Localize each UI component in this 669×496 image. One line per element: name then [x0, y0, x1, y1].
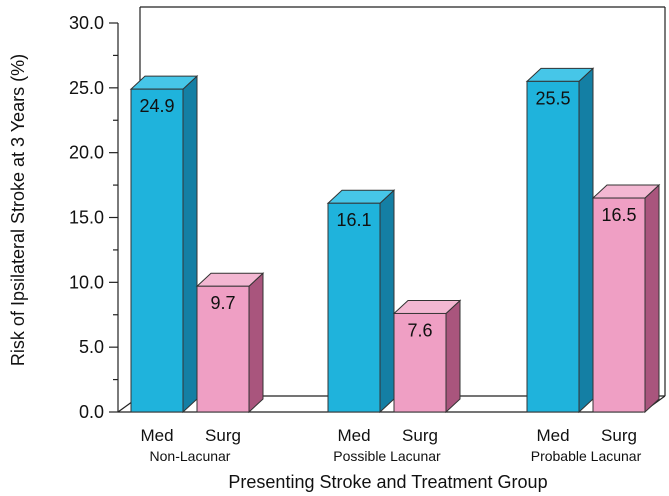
bar-front-possible-lacunar-med — [327, 202, 381, 413]
bar-value-label: 16.5 — [601, 205, 636, 225]
bars: 24.9 9.7 16.1 7.6 25.5 16.5 — [129, 67, 661, 414]
x-axis-title: Presenting Stroke and Treatment Group — [228, 472, 547, 492]
bar-value-label: 24.9 — [139, 96, 174, 116]
y-axis-title: Risk of Ipsilateral Stroke at 3 Years (%… — [8, 54, 28, 366]
y-tick-label: 30.0 — [69, 13, 104, 33]
x-tick-label: Med — [337, 426, 370, 445]
bar-possible-lacunar-med: 16.1 — [326, 189, 396, 414]
bar-front-probable-lacunar-med — [526, 80, 580, 413]
y-tick-label: 25.0 — [69, 78, 104, 98]
bar-value-label: 16.1 — [336, 210, 371, 230]
x-tick-label: Surg — [205, 426, 241, 445]
bar-front-probable-lacunar-surg — [592, 197, 646, 413]
x-tick-label: Med — [536, 426, 569, 445]
bar-value-label: 9.7 — [210, 293, 235, 313]
y-tick-label: 20.0 — [69, 143, 104, 163]
x-tick-label: Med — [140, 426, 173, 445]
y-tick-label: 15.0 — [69, 208, 104, 228]
x-axis: Med Surg Non-Lacunar Med Surg Possible Lacuna… — [140, 426, 641, 464]
x-group-label: Possible Lacunar — [333, 448, 441, 464]
y-tick-label: 0.0 — [79, 402, 104, 422]
bar-side-possible-lacunar-surg — [445, 299, 461, 414]
x-tick-label: Surg — [402, 426, 438, 445]
bar-front-possible-lacunar-surg — [393, 312, 447, 413]
x-group-label: Probable Lacunar — [531, 448, 642, 464]
bar-probable-lacunar-med: 25.5 — [525, 67, 595, 414]
bar-side-probable-lacunar-surg — [644, 183, 660, 414]
x-group-label: Non-Lacunar — [150, 448, 231, 464]
bar-side-probable-lacunar-med — [578, 67, 594, 414]
bar-non-lacunar-med: 24.9 — [129, 74, 199, 414]
bar-side-non-lacunar-surg — [248, 272, 264, 414]
bar-probable-lacunar-surg: 16.5 — [591, 183, 661, 414]
bar-possible-lacunar-surg: 7.6 — [392, 299, 462, 414]
bar-side-non-lacunar-med — [182, 74, 198, 414]
x-tick-label: Surg — [601, 426, 637, 445]
y-tick-label: 5.0 — [79, 337, 104, 357]
bar-value-label: 25.5 — [535, 88, 570, 108]
bar-front-non-lacunar-med — [130, 88, 184, 413]
y-tick-label: 10.0 — [69, 272, 104, 292]
bar-non-lacunar-surg: 9.7 — [195, 272, 265, 414]
bar-side-possible-lacunar-med — [379, 189, 395, 414]
bar-front-non-lacunar-surg — [196, 285, 250, 413]
bar-value-label: 7.6 — [407, 320, 432, 340]
